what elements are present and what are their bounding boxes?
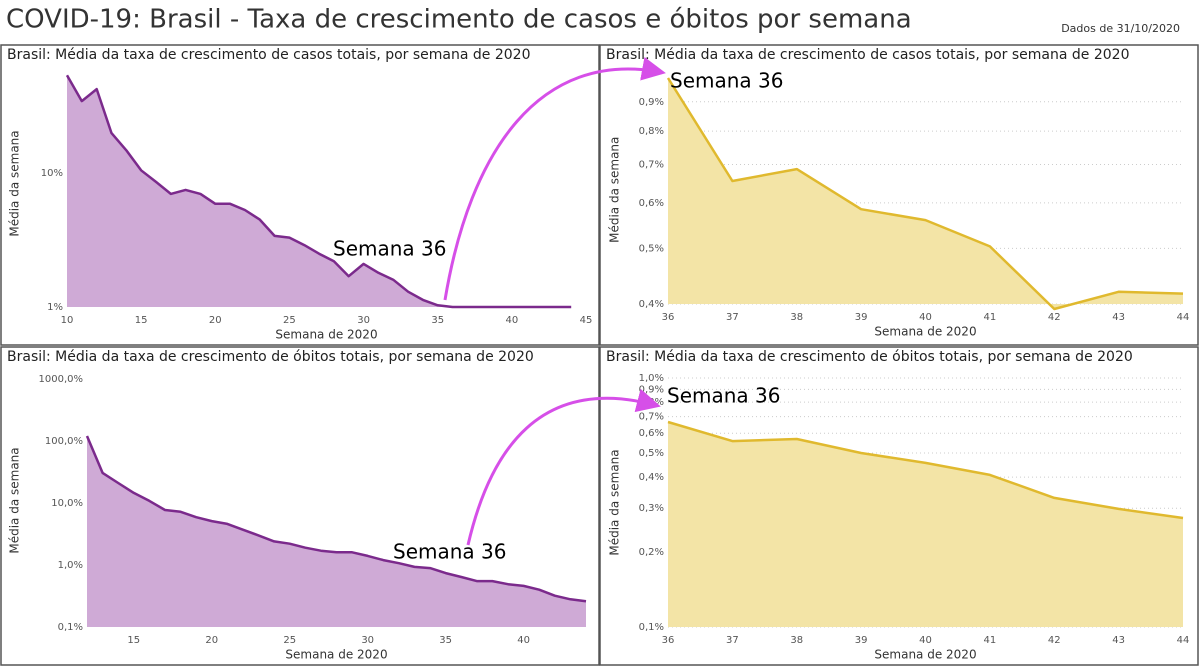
x-axis-label: Semana de 2020 [874, 648, 976, 662]
x-tick-label: 41 [984, 635, 997, 646]
annotation: Semana 36 [667, 384, 780, 408]
y-tick-label: 10,0% [51, 498, 83, 509]
y-tick-label: 0,6% [639, 428, 664, 439]
annotation: Semana 36 [393, 540, 506, 564]
x-axis-label: Semana de 2020 [275, 328, 377, 342]
x-tick-label: 15 [135, 315, 148, 326]
x-tick-label: 30 [357, 315, 370, 326]
marks: Brasil: Média da taxa de crescimento de … [7, 47, 1189, 662]
x-tick-label: 35 [439, 635, 452, 646]
x-tick-label: 40 [919, 312, 932, 323]
annotation: Semana 36 [670, 69, 783, 93]
y-tick-label: 1,0% [639, 373, 664, 384]
x-tick-label: 36 [662, 312, 675, 323]
panel-border [0, 44, 600, 346]
x-tick-label: 10 [61, 315, 74, 326]
x-tick-label: 37 [726, 312, 739, 323]
panel-border [599, 44, 1199, 346]
y-tick-label: 0,7% [639, 412, 664, 423]
y-tick-label: 0,7% [639, 159, 664, 170]
panel-title: Brasil: Média da taxa de crescimento de … [7, 47, 531, 63]
y-tick-label: 0,5% [639, 243, 664, 254]
line [666, 77, 1184, 311]
y-tick-label: 0,6% [639, 198, 664, 209]
x-tick-label: 42 [1048, 312, 1061, 323]
panel-title: Brasil: Média da taxa de crescimento de … [606, 47, 1130, 63]
x-tick-label: 40 [919, 635, 932, 646]
x-tick-label: 37 [726, 635, 739, 646]
y-tick-label: 0,9% [639, 97, 664, 108]
y-tick-label: 0,2% [639, 547, 664, 558]
panel-border [0, 346, 600, 666]
x-tick-label: 39 [855, 635, 868, 646]
y-tick-label: 0,3% [639, 503, 664, 514]
dashboard-title: COVID-19: Brasil - Taxa de crescimento d… [6, 5, 912, 35]
x-tick-label: 40 [505, 315, 518, 326]
panel-title: Brasil: Média da taxa de crescimento de … [606, 349, 1133, 365]
y-tick-label: 1,0% [58, 560, 83, 571]
y-tick-label: 0,4% [639, 472, 664, 483]
x-tick-label: 25 [283, 315, 296, 326]
area-fill [87, 436, 586, 627]
area-fill [668, 78, 1183, 309]
x-tick-label: 20 [205, 635, 218, 646]
panel-title: Brasil: Média da taxa de crescimento de … [7, 349, 534, 365]
x-tick-label: 20 [209, 315, 222, 326]
y-tick-label: 1% [47, 302, 63, 313]
date-note: Dados de 31/10/2020 [1061, 22, 1180, 35]
y-tick-label: 0,5% [639, 448, 664, 459]
y-axis-label: Média da semana [608, 449, 622, 555]
panel-border [599, 346, 1199, 666]
x-tick-label: 42 [1048, 635, 1061, 646]
arrow [466, 388, 661, 546]
x-tick-label: 44 [1177, 635, 1190, 646]
x-tick-label: 15 [127, 635, 140, 646]
annotation: Semana 36 [333, 237, 446, 261]
x-tick-label: 45 [580, 315, 593, 326]
x-axis-label: Semana de 2020 [874, 325, 976, 339]
y-tick-label: 0,1% [58, 622, 83, 633]
y-tick-label: 0,1% [639, 622, 664, 633]
y-tick-label: 0,9% [639, 384, 664, 395]
line [667, 420, 1184, 520]
x-tick-label: 39 [855, 312, 868, 323]
x-tick-label: 38 [790, 312, 803, 323]
y-axis-label: Média da semana [608, 137, 622, 243]
arrow [443, 56, 666, 301]
y-tick-label: 10% [41, 168, 63, 179]
area-fill [67, 75, 572, 307]
x-tick-label: 43 [1112, 312, 1125, 323]
x-tick-label: 25 [283, 635, 296, 646]
y-tick-label: 1000,0% [39, 374, 84, 385]
x-tick-label: 40 [517, 635, 530, 646]
y-axis-label: Média da semana [8, 447, 22, 553]
x-tick-label: 43 [1112, 635, 1125, 646]
y-axis-label: Média da semana [8, 130, 22, 236]
x-tick-label: 44 [1177, 312, 1190, 323]
line [65, 74, 572, 309]
x-tick-label: 35 [431, 315, 444, 326]
y-tick-label: 0,8% [639, 126, 664, 137]
y-tick-label: 0,4% [639, 299, 664, 310]
x-tick-label: 36 [662, 635, 675, 646]
x-axis-label: Semana de 2020 [285, 648, 387, 662]
line [85, 435, 587, 603]
area-fill [668, 422, 1183, 627]
x-tick-label: 41 [984, 312, 997, 323]
x-tick-label: 30 [361, 635, 374, 646]
x-tick-label: 38 [790, 635, 803, 646]
y-tick-label: 100,0% [45, 436, 83, 447]
